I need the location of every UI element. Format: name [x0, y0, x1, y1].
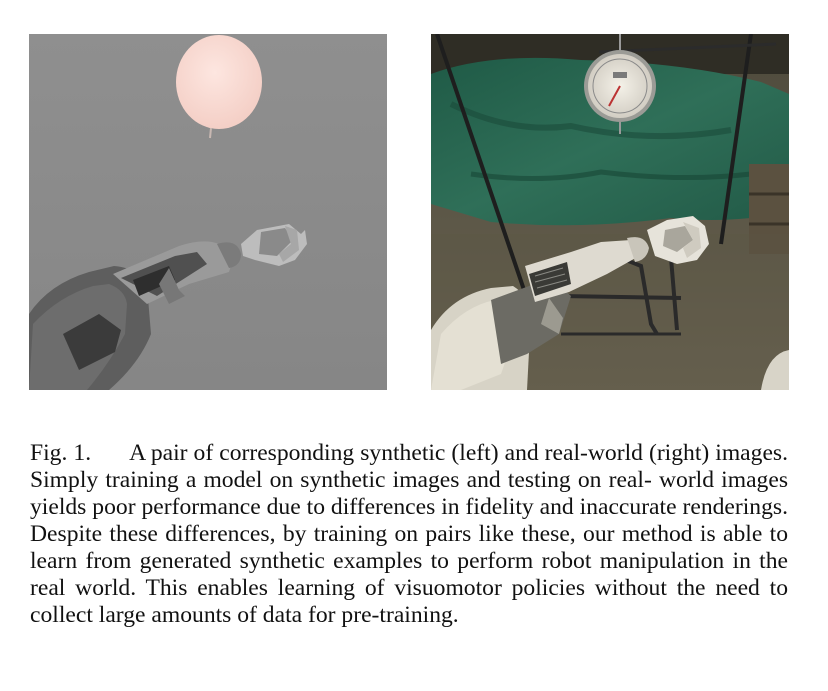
caption-line: visuomotor policies without the need to … — [30, 575, 789, 628]
balloon-shape — [176, 35, 262, 129]
caption-line: pre-training. — [341, 602, 459, 628]
caption-line: world images yields poor performance due… — [30, 467, 789, 520]
caption-line: inaccurate renderings. Despite these dif… — [30, 494, 788, 547]
robot-arm-synthetic — [29, 224, 307, 390]
figure-caption: Fig. 1. A pair of corresponding synthetic… — [30, 440, 788, 629]
caption-line: A pair of corresponding synthetic (left)… — [129, 440, 710, 466]
figure-label: Fig. 1. — [30, 440, 92, 466]
caption-line: images. Simply training a model on synth… — [30, 440, 788, 493]
synthetic-image — [29, 34, 387, 390]
caption-line: these, our method is able to learn from … — [30, 521, 788, 574]
real-world-image — [431, 34, 789, 390]
robot-arm-real — [431, 216, 709, 390]
dial-scale — [584, 34, 656, 134]
green-cloth — [431, 57, 789, 226]
real-world-scene — [431, 34, 789, 390]
caption-line: perform robot manipulation in the real w… — [30, 548, 789, 601]
synthetic-scene — [29, 34, 387, 390]
